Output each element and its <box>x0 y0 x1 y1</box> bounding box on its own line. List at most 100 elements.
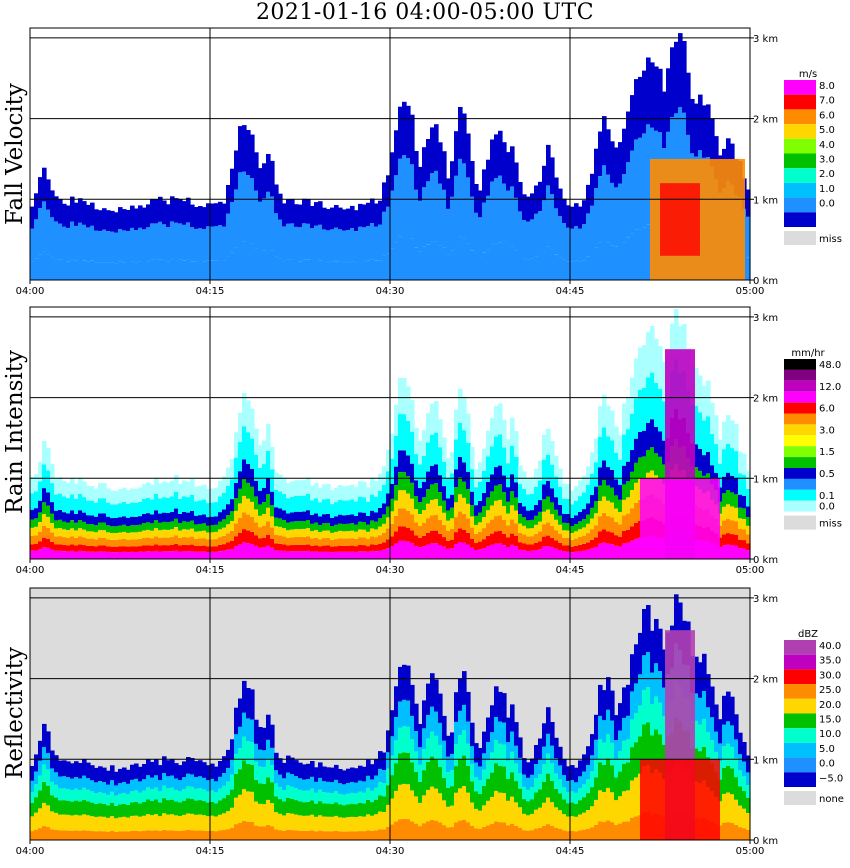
legend-label: 0.0 <box>819 759 835 770</box>
legend-label: 0.0 <box>819 502 835 513</box>
legend-unit: m/s <box>799 69 817 80</box>
x-tick-label: 05:00 <box>736 286 765 297</box>
legend-swatch <box>784 478 816 490</box>
legend-label: 6.0 <box>819 404 835 415</box>
x-tick-label: 04:00 <box>16 846 45 857</box>
height-tick-label: 3 km <box>753 594 778 605</box>
legend-label: 0.0 <box>819 199 835 210</box>
legend-label: 6.0 <box>819 110 835 121</box>
height-tick-label: 0 km <box>753 836 778 847</box>
height-tick-label: 1 km <box>753 755 778 766</box>
height-tick-label: 3 km <box>753 34 778 45</box>
legend-label: 2.0 <box>819 169 835 180</box>
legend-swatch <box>784 402 816 414</box>
x-tick-label: 05:00 <box>736 846 765 857</box>
legend-swatch <box>784 212 816 227</box>
x-tick-label: 04:15 <box>196 565 225 576</box>
x-tick-label: 04:00 <box>16 565 45 576</box>
legend-label: 15.0 <box>819 715 841 726</box>
height-tick-label: 3 km <box>753 313 778 324</box>
legend-label: miss <box>819 234 842 245</box>
legend-swatch <box>784 94 816 110</box>
legend-label: 10.0 <box>819 729 841 740</box>
height-tick-label: 1 km <box>753 195 778 206</box>
legend-label: −5.0 <box>819 773 843 784</box>
legend-swatch <box>784 182 816 198</box>
legend-label: 8.0 <box>819 81 835 92</box>
height-tick-label: 1 km <box>753 474 778 485</box>
legend-label: 40.0 <box>819 641 841 652</box>
height-tick-label: 2 km <box>753 675 778 686</box>
x-tick-label: 04:30 <box>376 565 405 576</box>
legend-swatch <box>784 654 816 670</box>
legend-swatch <box>784 168 816 183</box>
legend-swatch <box>784 713 816 729</box>
legend-swatch <box>784 359 816 370</box>
legend-label: 0.5 <box>819 469 835 480</box>
legend-label: 5.0 <box>819 744 835 755</box>
panel-3-field <box>30 594 751 840</box>
legend-swatch <box>784 446 816 458</box>
legend-swatch <box>784 424 816 436</box>
height-tick-label: 0 km <box>753 276 778 287</box>
legend-label: 30.0 <box>819 670 841 681</box>
panel-1-field <box>30 33 751 280</box>
legend-swatch <box>784 457 816 468</box>
legend-swatch <box>784 435 816 447</box>
x-tick-label: 04:30 <box>376 286 405 297</box>
legend-swatch <box>784 500 816 512</box>
legend-label: 12.0 <box>819 382 841 393</box>
legend-swatch <box>784 109 816 125</box>
legend-unit: dBZ <box>798 629 818 640</box>
legend-label: 7.0 <box>819 96 835 107</box>
x-tick-label: 04:15 <box>196 286 225 297</box>
legend-swatch <box>784 669 816 685</box>
height-tick-label: 2 km <box>753 394 778 405</box>
legend-swatch <box>784 757 816 773</box>
legend-swatch <box>784 231 816 245</box>
x-tick-label: 04:45 <box>556 846 585 857</box>
legend-swatch <box>784 153 816 169</box>
x-tick-label: 04:30 <box>376 846 405 857</box>
legend-label: 4.0 <box>819 140 835 151</box>
legend-swatch <box>784 489 816 501</box>
legend-label: 5.0 <box>819 125 835 136</box>
legend-swatch <box>784 684 816 699</box>
legend-label: 48.0 <box>819 360 841 371</box>
legend-label: 3.0 <box>819 155 835 166</box>
panel-1-plot <box>29 27 751 281</box>
legend-label: none <box>819 794 844 805</box>
legend-swatch <box>784 391 816 403</box>
legend-swatch <box>784 380 816 392</box>
legend-swatch <box>784 80 816 95</box>
legend-label: 35.0 <box>819 656 841 667</box>
height-tick-label: 2 km <box>753 115 778 126</box>
legend-label: 1.0 <box>819 184 835 195</box>
legend-label: 0.1 <box>819 491 835 502</box>
legend-label: 25.0 <box>819 685 841 696</box>
chart-title: 2021-01-16 04:00-05:00 UTC <box>255 0 595 25</box>
legend-swatch <box>784 791 816 805</box>
legend-label: miss <box>819 519 842 530</box>
legend-swatch <box>784 772 816 787</box>
legend-swatch <box>784 468 816 479</box>
legend-swatch <box>784 124 816 139</box>
legend-swatch <box>784 728 816 743</box>
legend-label: 20.0 <box>819 700 841 711</box>
x-tick-label: 04:00 <box>16 286 45 297</box>
x-tick-label: 04:45 <box>556 286 585 297</box>
legend-swatch <box>784 138 816 154</box>
legend-swatch <box>784 197 816 213</box>
legend-swatch <box>784 640 816 655</box>
legend-swatch <box>784 515 816 530</box>
legend-label: 1.5 <box>819 447 835 458</box>
panel-3-plot <box>29 587 751 841</box>
x-tick-label: 04:45 <box>556 565 585 576</box>
legend-unit: mm/hr <box>791 348 825 359</box>
legend-swatch <box>784 369 816 381</box>
legend-swatch <box>784 698 816 714</box>
panel-2-plot <box>29 306 751 560</box>
x-tick-label: 04:15 <box>196 846 225 857</box>
legend-label: 3.0 <box>819 425 835 436</box>
